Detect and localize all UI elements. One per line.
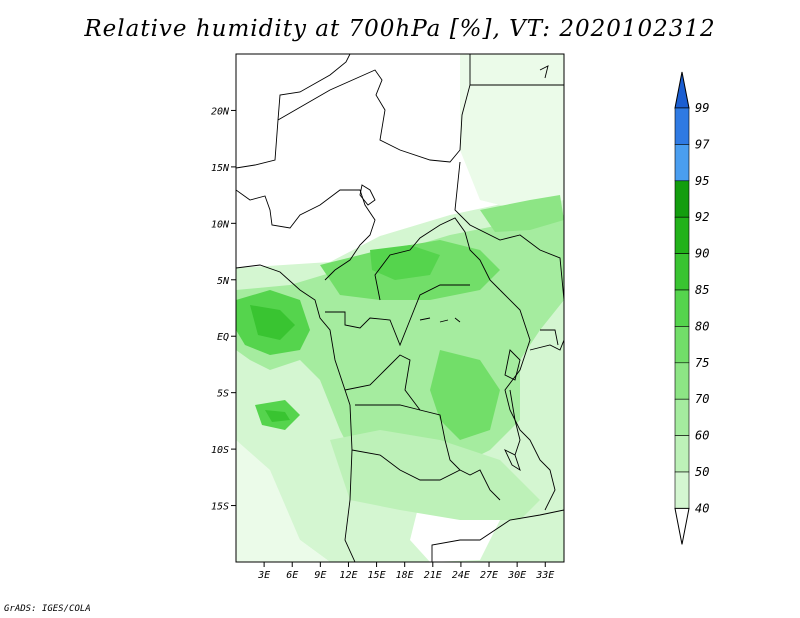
- lon-tick-label: 9E: [314, 570, 326, 581]
- lon-tick-label: 18E: [396, 570, 414, 581]
- lon-tick-label: 3E: [257, 570, 270, 581]
- colorbar-swatch: [674, 180, 690, 218]
- colorbar-label: 85: [695, 283, 709, 297]
- colorbar-max-triangle: [674, 71, 690, 109]
- colorbar-swatch: [674, 216, 690, 254]
- lat-tick-label: 20N: [211, 106, 230, 117]
- colorbar-swatch: [674, 362, 690, 400]
- longitude-ticks: 3E 6E 9E 12E 15E 18E 21E 24E 27E 30E 33E: [257, 562, 554, 581]
- lat-tick-label: 5S: [217, 389, 229, 400]
- humidity-shading: [236, 54, 564, 562]
- lon-tick-label: 15E: [368, 570, 386, 581]
- colorbar-label: 75: [695, 356, 709, 370]
- lat-tick-label: EQ: [217, 332, 229, 343]
- colorbar-swatch: [674, 435, 690, 473]
- lon-tick-label: 24E: [452, 570, 470, 581]
- page-title: Relative humidity at 700hPa [%], VT: 202…: [84, 16, 716, 42]
- map-frame: [235, 53, 565, 563]
- lat-tick-label: 15S: [211, 502, 229, 513]
- colorbar-swatch: [674, 253, 690, 291]
- lon-tick-label: 21E: [424, 570, 442, 581]
- colorbar-min-triangle: [674, 507, 690, 545]
- latitude-ticks: 20N 15N 10N 5N EQ 5S 10S 15S: [211, 106, 236, 513]
- colorbar-label: 50: [695, 465, 709, 479]
- lat-tick-label: 5N: [217, 276, 230, 287]
- lon-tick-label: 33E: [535, 570, 554, 581]
- lat-tick-label: 10S: [211, 445, 229, 456]
- colorbar-label: 60: [695, 429, 709, 443]
- lat-tick-label: 10N: [211, 219, 230, 230]
- colorbar: 99 97 95 92 90 85 80 75 70 60 50 40: [674, 71, 710, 545]
- colorbar-swatch: [674, 398, 690, 436]
- colorbar-label: 70: [695, 392, 709, 406]
- colorbar-label: 99: [695, 101, 709, 115]
- colorbar-label: 95: [695, 174, 709, 188]
- country-borders: [236, 54, 564, 562]
- lon-tick-label: 12E: [339, 570, 357, 581]
- colorbar-label: 92: [695, 210, 709, 224]
- lat-tick-label: 15N: [211, 163, 230, 174]
- colorbar-label: 40: [695, 501, 709, 515]
- colorbar-swatch: [674, 326, 690, 364]
- lon-tick-label: 30E: [507, 570, 526, 581]
- colorbar-swatch: [674, 289, 690, 327]
- colorbar-swatch: [674, 144, 690, 182]
- lon-tick-label: 6E: [286, 570, 298, 581]
- grads-credit: GrADS: IGES/COLA: [4, 604, 91, 614]
- colorbar-label: 90: [695, 247, 709, 261]
- colorbar-swatch: [674, 107, 690, 145]
- colorbar-label: 80: [695, 319, 709, 333]
- colorbar-label: 97: [695, 137, 710, 151]
- colorbar-swatch: [674, 471, 690, 509]
- lon-tick-label: 27E: [480, 570, 498, 581]
